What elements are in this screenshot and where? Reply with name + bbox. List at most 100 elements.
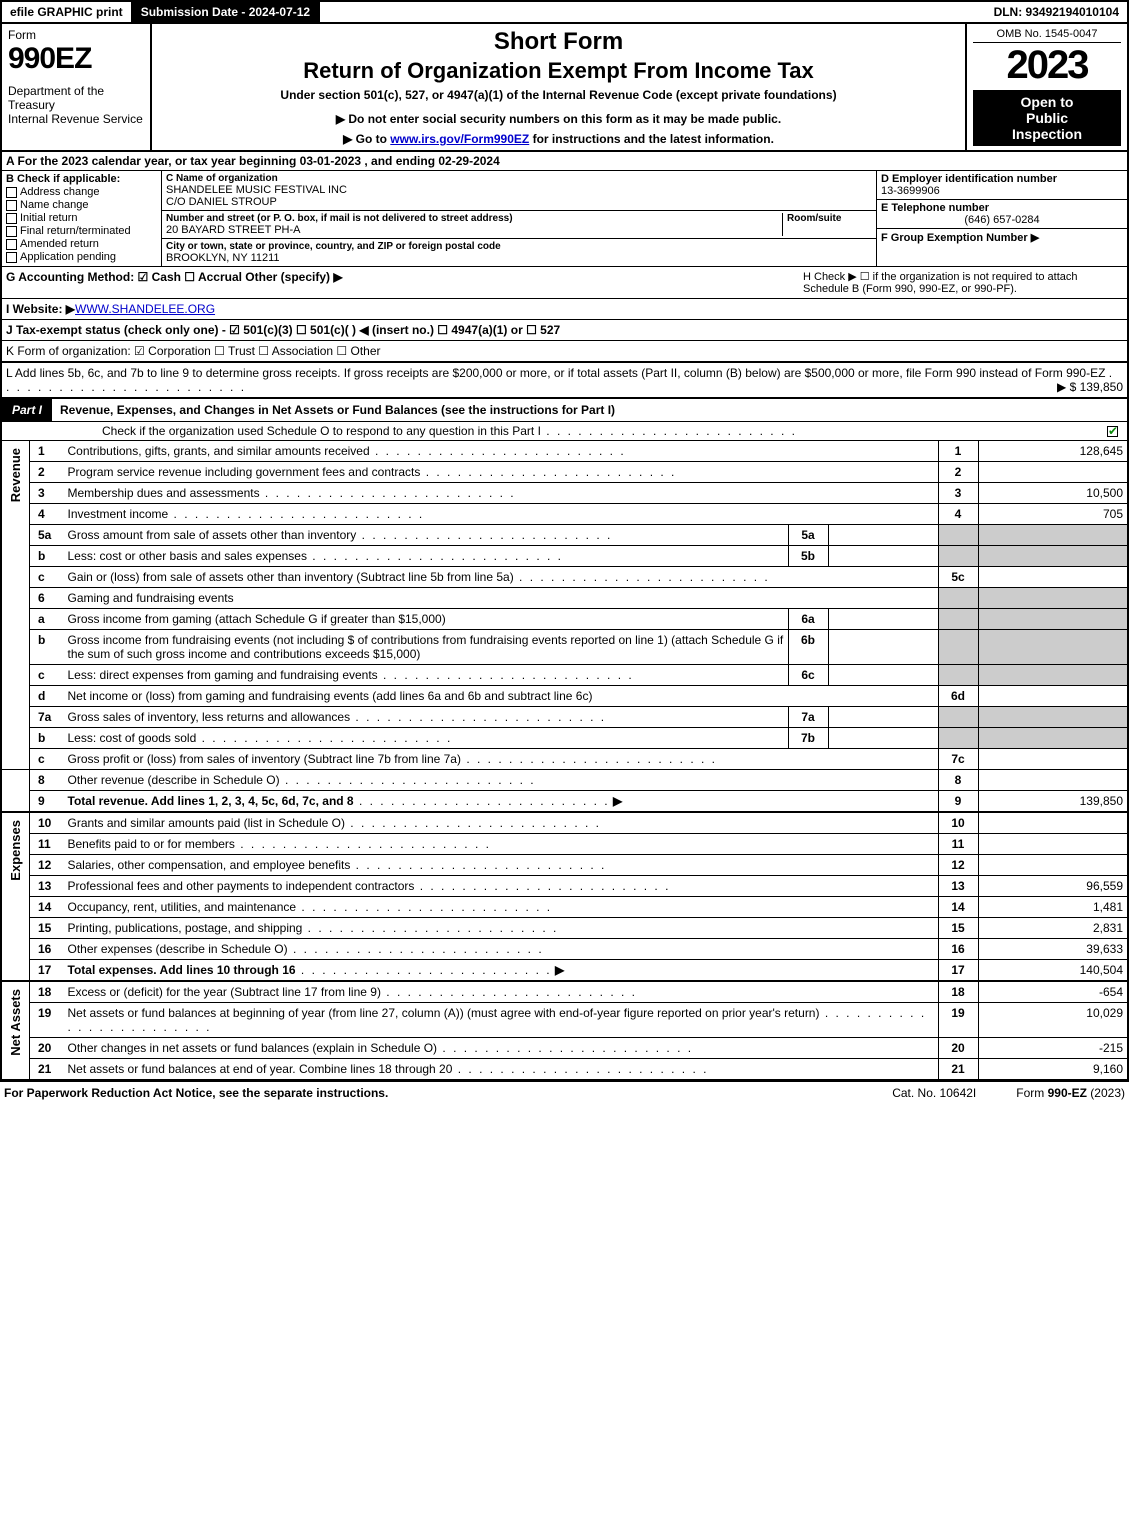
open-inspection-badge: Open to Public Inspection [973,90,1121,146]
dept-label: Department of the Treasury Internal Reve… [8,84,144,126]
b-label: B Check if applicable: [6,173,157,185]
gross-receipts-amount: ▶ $ 139,850 [1057,380,1123,394]
subtitle: Under section 501(c), 527, or 4947(a)(1)… [158,88,959,102]
header-center: Short Form Return of Organization Exempt… [152,24,967,150]
irs-link[interactable]: www.irs.gov/Form990EZ [390,132,529,146]
block-bcdef: B Check if applicable: Address change Na… [0,171,1129,267]
part1-note: Check if the organization used Schedule … [0,422,1129,441]
org-city-row: City or town, state or province, country… [162,239,876,266]
topbar: efile GRAPHIC print Submission Date - 20… [0,0,1129,24]
row-6: 6 Gaming and fundraising events [1,588,1128,609]
section-a: A For the 2023 calendar year, or tax yea… [0,152,1129,171]
cb-initial-return[interactable]: Initial return [6,212,157,224]
row-1: Revenue 1 Contributions, gifts, grants, … [1,441,1128,462]
row-12: 12 Salaries, other compensation, and emp… [1,855,1128,876]
g-accounting: G Accounting Method: ☑ Cash ☐ Accrual Ot… [6,270,803,295]
cb-amended-return[interactable]: Amended return [6,238,157,250]
row-10: Expenses 10 Grants and similar amounts p… [1,812,1128,834]
row-5b: b Less: cost or other basis and sales ex… [1,546,1128,567]
amount-1: 128,645 [978,441,1128,462]
amount-8 [978,770,1128,791]
amount-12 [978,855,1128,876]
website-link[interactable]: WWW.SHANDELEE.ORG [75,302,215,316]
cat-number: Cat. No. 10642I [852,1086,1016,1100]
col-def: D Employer identification number 13-3699… [877,171,1127,266]
form-header: Form 990EZ Department of the Treasury In… [0,24,1129,152]
amount-16: 39,633 [978,939,1128,960]
row-9: 9 Total revenue. Add lines 1, 2, 3, 4, 5… [1,791,1128,813]
line-j: J Tax-exempt status (check only one) - ☑… [0,320,1129,341]
row-15: 15 Printing, publications, postage, and … [1,918,1128,939]
ssn-note: ▶ Do not enter social security numbers o… [158,112,959,126]
phone-value: (646) 657-0284 [881,214,1123,226]
row-7c: c Gross profit or (loss) from sales of i… [1,749,1128,770]
row-21: 21 Net assets or fund balances at end of… [1,1059,1128,1081]
revenue-label: Revenue [6,444,25,506]
cb-final-return[interactable]: Final return/terminated [6,225,157,237]
form-version: Form 990-EZ (2023) [1016,1086,1125,1100]
header-left: Form 990EZ Department of the Treasury In… [2,24,152,150]
row-14: 14 Occupancy, rent, utilities, and maint… [1,897,1128,918]
amount-11 [978,834,1128,855]
row-18: Net Assets 18 Excess or (deficit) for th… [1,981,1128,1003]
amount-20: -215 [978,1038,1128,1059]
row-13: 13 Professional fees and other payments … [1,876,1128,897]
row-5a: 5a Gross amount from sale of assets othe… [1,525,1128,546]
row-6b: b Gross income from fundraising events (… [1,630,1128,665]
row-6d: d Net income or (loss) from gaming and f… [1,686,1128,707]
org-co: C/O DANIEL STROUP [166,196,872,208]
amount-3: 10,500 [978,483,1128,504]
org-addr: 20 BAYARD STREET PH-A [166,224,782,236]
line-k: K Form of organization: ☑ Corporation ☐ … [0,341,1129,363]
f-group-row: F Group Exemption Number ▶ [877,229,1127,246]
form-number: 990EZ [8,42,144,76]
row-20: 20 Other changes in net assets or fund b… [1,1038,1128,1059]
amount-17: 140,504 [978,960,1128,982]
amount-7c [978,749,1128,770]
amount-9: 139,850 [978,791,1128,813]
amount-18: -654 [978,981,1128,1003]
org-name: SHANDELEE MUSIC FESTIVAL INC [166,184,872,196]
instructions-link-line: ▶ Go to www.irs.gov/Form990EZ for instru… [158,132,959,146]
row-2: 2 Program service revenue including gove… [1,462,1128,483]
amount-21: 9,160 [978,1059,1128,1081]
org-city: BROOKLYN, NY 11211 [166,252,872,264]
amount-6d [978,686,1128,707]
ein-value: 13-3699906 [881,185,1123,197]
row-4: 4 Investment income 4 705 [1,504,1128,525]
tax-year: 2023 [973,43,1121,88]
row-16: 16 Other expenses (describe in Schedule … [1,939,1128,960]
row-6a: a Gross income from gaming (attach Sched… [1,609,1128,630]
org-addr-row: Number and street (or P. O. box, if mail… [162,211,876,239]
cb-application-pending[interactable]: Application pending [6,251,157,263]
e-phone-row: E Telephone number (646) 657-0284 [877,200,1127,229]
line-g-h: G Accounting Method: ☑ Cash ☐ Accrual Ot… [0,267,1129,299]
row-3: 3 Membership dues and assessments 3 10,5… [1,483,1128,504]
expenses-label: Expenses [6,816,25,885]
col-b: B Check if applicable: Address change Na… [2,171,162,266]
row-19: 19 Net assets or fund balances at beginn… [1,1003,1128,1038]
part1-title: Revenue, Expenses, and Changes in Net As… [52,399,1127,421]
h-schedule-b: H Check ▶ ☐ if the organization is not r… [803,270,1123,295]
cb-address-change[interactable]: Address change [6,186,157,198]
revenue-table: Revenue 1 Contributions, gifts, grants, … [0,441,1129,1081]
row-8: 8 Other revenue (describe in Schedule O)… [1,770,1128,791]
amount-13: 96,559 [978,876,1128,897]
title-short-form: Short Form [158,28,959,56]
row-5c: c Gain or (loss) from sale of assets oth… [1,567,1128,588]
org-name-row: C Name of organization SHANDELEE MUSIC F… [162,171,876,211]
submission-date: Submission Date - 2024-07-12 [133,2,320,22]
efile-label: efile GRAPHIC print [2,2,133,22]
header-right: OMB No. 1545-0047 2023 Open to Public In… [967,24,1127,150]
row-7a: 7a Gross sales of inventory, less return… [1,707,1128,728]
form-label: Form [8,28,144,42]
amount-2 [978,462,1128,483]
cb-name-change[interactable]: Name change [6,199,157,211]
page-footer: For Paperwork Reduction Act Notice, see … [0,1081,1129,1104]
amount-10 [978,812,1128,834]
row-17: 17 Total expenses. Add lines 10 through … [1,960,1128,982]
schedule-o-checkbox[interactable] [1107,424,1121,438]
row-6c: c Less: direct expenses from gaming and … [1,665,1128,686]
netassets-label: Net Assets [6,985,25,1060]
amount-14: 1,481 [978,897,1128,918]
